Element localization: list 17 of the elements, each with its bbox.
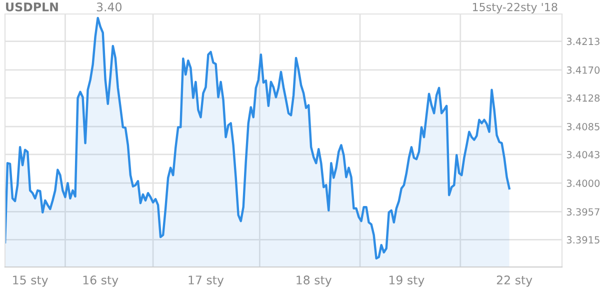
chart-title: USDPLN	[6, 2, 58, 12]
x-tick-label: 15 sty	[13, 276, 48, 287]
chart-subtitle: 15sty-22sty '18	[472, 2, 558, 14]
y-tick-label: 3.4043	[566, 150, 600, 158]
x-tick-label: 17 sty	[188, 276, 224, 287]
text: 3.40	[96, 2, 122, 12]
x-tick-label: 18 sty	[296, 276, 332, 287]
x-tick-label: 19 sty	[389, 276, 424, 287]
y-tick-label: 3.4128	[566, 94, 600, 102]
y-tick-label: 3.4170	[566, 66, 600, 74]
y-tick-label: 3.4085	[566, 122, 600, 130]
x-tick-label: 22 sty	[496, 276, 532, 287]
y-tick-label: 3.4000	[566, 180, 600, 187]
y-tick-label: 3.3915	[566, 236, 600, 244]
y-tick-label: 3.4213	[566, 38, 600, 46]
y-tick-label: 3.3957	[566, 208, 600, 216]
x-tick-label: 16 sty	[83, 276, 118, 287]
